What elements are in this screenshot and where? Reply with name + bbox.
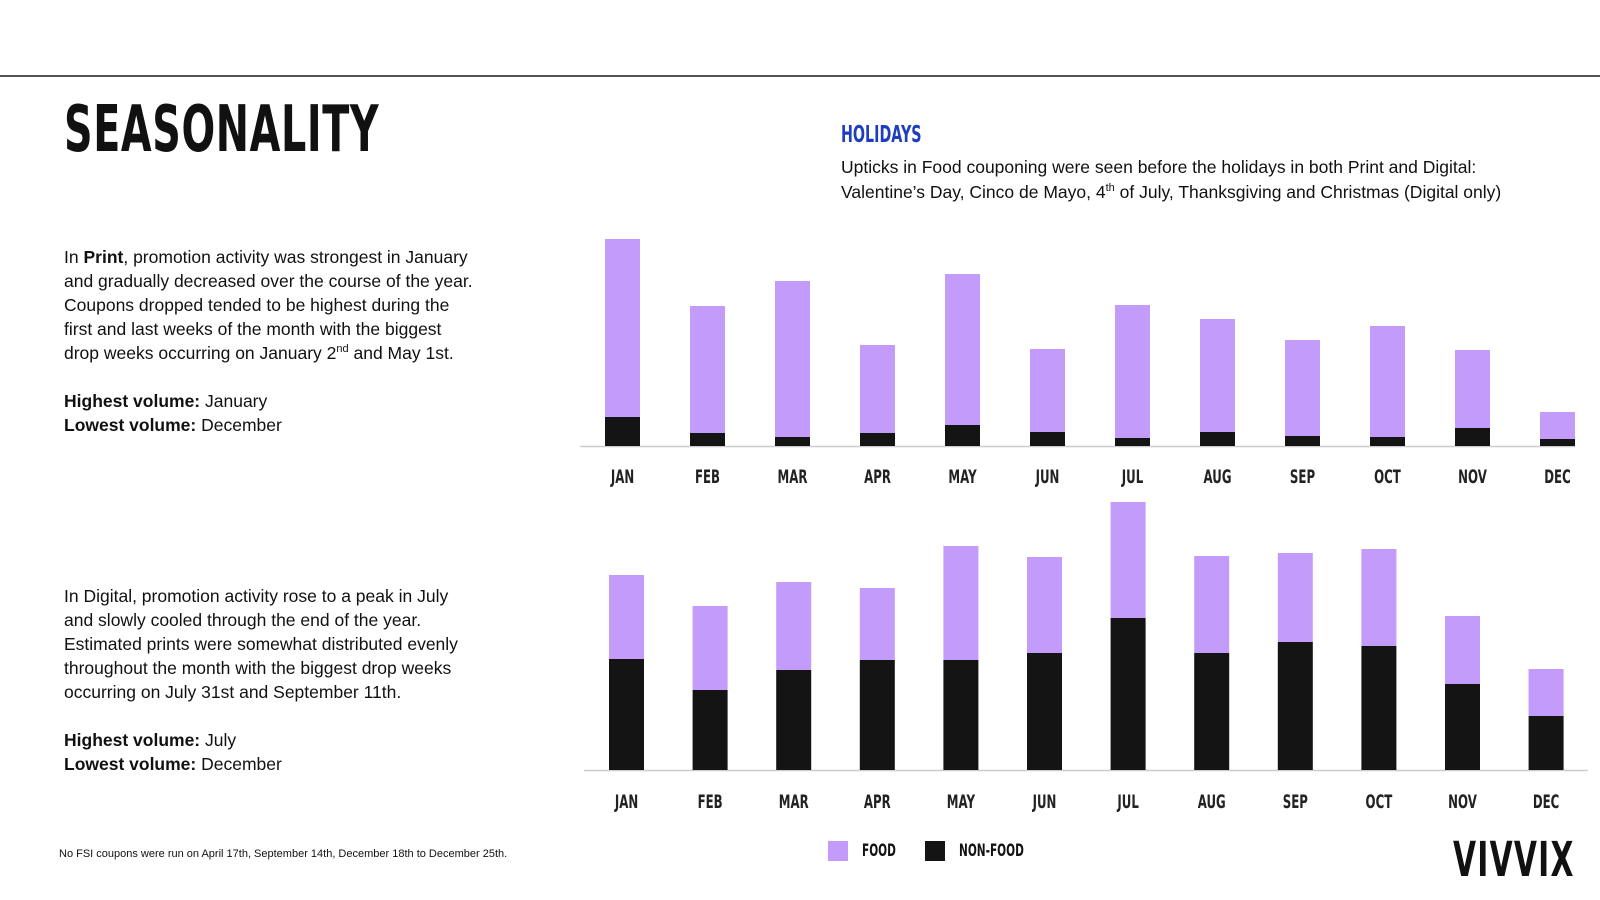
digital-tick-label-apr: APR [864,790,891,813]
print-tick-label-may: MAY [948,465,977,488]
print-bar-food-oct [1370,326,1405,437]
digital-tick-label-may: MAY [947,790,976,813]
legend-food: FOOD [828,841,917,861]
print-tick-label-feb: FEB [695,465,720,488]
print-chart: JAN FEB MAR APR MAY JUN JUL AUG SEP OCT NOV DEC [580,239,1575,488]
digital-bar-nonfood-mar [776,670,812,770]
digital-tick-label-mar: MAR [779,790,809,813]
digital-tick-label-sep: SEP [1283,790,1308,813]
vivvix-logo: VIVVIX [1453,832,1575,888]
print-tick-label-aug: AUG [1204,465,1232,488]
digital-bar-food-jul [1110,502,1146,618]
holidays-description: Upticks in Food couponing were seen befo… [841,155,1501,205]
digital-bar-food-sep [1277,553,1313,642]
holidays-line-2: Valentine’s Day, Cinco de Mayo, 4th of J… [841,182,1502,202]
print-lowest-volume: Lowest volume: December [64,415,282,435]
digital-highest-volume: Highest volume: July [64,730,237,750]
page-title: SEASONALITY [64,93,380,167]
digital-bar-nonfood-oct [1361,646,1397,770]
legend-nonfood-label: NON-FOOD [959,841,1024,861]
digital-tick-label-jan: JAN [614,790,638,813]
digital-bar-nonfood-aug [1194,653,1230,770]
digital-bar-food-jun [1027,557,1062,653]
print-bar-food-jan [605,239,640,417]
digital-paragraph: In Digital, promotion activity rose to a… [64,584,504,776]
digital-tick-label-aug: AUG [1198,790,1226,813]
food-swatch [828,841,848,861]
digital-chart: JAN FEB MAR APR MAY JUN JUL AUG SEP OCT NOV DEC [584,502,1588,813]
digital-bar-food-oct [1361,549,1397,646]
print-bar-food-mar [775,281,810,437]
print-bar-nonfood-sep [1285,436,1320,446]
digital-bar-nonfood-jan [609,659,644,770]
digital-tick-label-oct: OCT [1366,790,1393,813]
digital-bar-nonfood-dec [1528,716,1564,770]
print-bar-food-feb [690,306,725,433]
print-bar-food-may [945,274,980,425]
print-paragraph: In Print, promotion activity was stronge… [64,245,504,437]
digital-bar-nonfood-may [943,660,979,770]
print-tick-label-dec: DEC [1544,465,1570,488]
print-bar-nonfood-dec [1540,439,1575,446]
digital-bar-nonfood-nov [1445,684,1480,770]
print-bar-food-jul [1115,305,1150,438]
print-bar-food-apr [860,345,895,433]
print-tick-label-oct: OCT [1374,465,1401,488]
digital-bar-food-nov [1445,616,1480,684]
digital-tick-label-nov: NOV [1448,790,1477,813]
digital-bar-food-dec [1528,669,1564,716]
legend-nonfood: NON-FOOD [925,841,1064,861]
print-bar-food-sep [1285,340,1320,436]
print-bar-nonfood-jul [1115,438,1150,446]
print-bar-nonfood-mar [775,437,810,446]
digital-bar-food-may [943,546,979,660]
digital-tick-label-jun: JUN [1032,790,1057,813]
print-highest-volume: Highest volume: January [64,391,268,411]
print-bar-nonfood-nov [1455,428,1490,446]
digital-bar-food-mar [776,582,812,670]
digital-tick-label-jul: JUL [1117,790,1139,813]
print-tick-label-jan: JAN [610,465,634,488]
digital-bar-nonfood-jun [1027,653,1062,770]
print-bar-food-dec [1540,412,1575,439]
print-bar-nonfood-may [945,425,980,446]
digital-bar-food-jan [609,575,644,659]
print-tick-label-mar: MAR [778,465,808,488]
print-bar-nonfood-feb [690,433,725,446]
print-tick-label-nov: NOV [1458,465,1487,488]
digital-bar-nonfood-jul [1110,618,1146,770]
print-tick-label-jun: JUN [1035,465,1060,488]
digital-bar-food-apr [859,588,895,660]
legend-food-label: FOOD [862,841,896,861]
print-bar-nonfood-aug [1200,432,1235,446]
digital-lowest-volume: Lowest volume: December [64,754,282,774]
print-bar-nonfood-oct [1370,437,1405,446]
print-tick-label-jul: JUL [1121,465,1143,488]
print-tick-label-sep: SEP [1290,465,1315,488]
holidays-line-1: Upticks in Food couponing were seen befo… [841,157,1477,177]
print-bar-nonfood-apr [860,433,895,446]
footnote: No FSI coupons were run on April 17th, S… [59,848,508,860]
print-bar-nonfood-jan [605,417,640,446]
nonfood-swatch [925,841,945,861]
print-bar-food-aug [1200,319,1235,432]
digital-bar-nonfood-feb [692,690,728,770]
digital-tick-label-feb: FEB [698,790,723,813]
print-bar-nonfood-jun [1030,432,1065,446]
holidays-heading: HOLIDAYS [841,122,922,148]
digital-bar-food-aug [1194,556,1230,653]
digital-bar-food-feb [692,606,728,690]
digital-bar-nonfood-sep [1277,642,1313,770]
digital-bar-nonfood-apr [859,660,895,770]
print-bar-food-jun [1030,349,1065,432]
print-tick-label-apr: APR [864,465,891,488]
print-bar-food-nov [1455,350,1490,428]
header-rule [0,75,1600,77]
digital-tick-label-dec: DEC [1533,790,1559,813]
